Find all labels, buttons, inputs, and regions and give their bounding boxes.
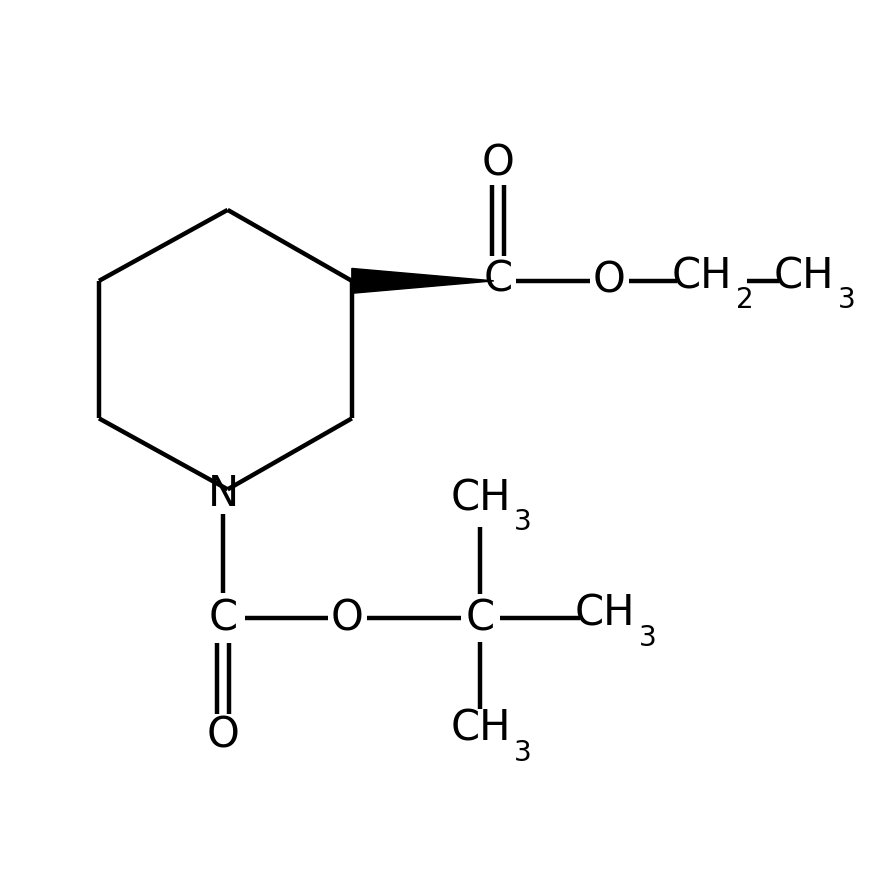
Text: CH: CH: [450, 708, 511, 750]
Text: O: O: [206, 714, 239, 756]
Text: CH: CH: [672, 255, 732, 297]
Text: O: O: [593, 260, 626, 302]
Text: 3: 3: [838, 287, 856, 314]
Text: 2: 2: [736, 287, 754, 314]
Text: CH: CH: [450, 477, 511, 519]
Text: C: C: [208, 597, 238, 639]
Text: CH: CH: [774, 255, 835, 297]
Text: O: O: [331, 597, 364, 639]
Text: 3: 3: [638, 624, 656, 651]
Text: 3: 3: [514, 508, 532, 536]
Polygon shape: [352, 269, 494, 294]
Text: 3: 3: [514, 739, 532, 767]
Text: C: C: [483, 258, 513, 300]
Text: C: C: [466, 597, 495, 639]
Text: CH: CH: [574, 593, 635, 635]
Text: N: N: [207, 473, 239, 514]
Text: O: O: [481, 142, 514, 185]
